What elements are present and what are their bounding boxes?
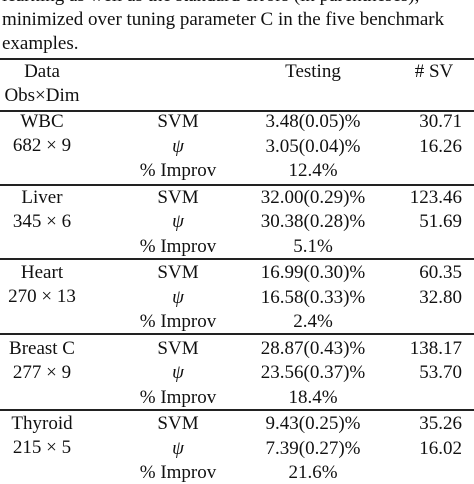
testing-cell: 7.39(0.27)% (265, 437, 361, 459)
testing-cell: 5.1% (293, 235, 333, 257)
method-cell: % Improv (139, 462, 217, 483)
method-cell: % Improv (139, 311, 217, 332)
table-rule (0, 333, 474, 335)
sv-cell: 138.17 (409, 337, 462, 359)
testing-cell: 12.4% (288, 160, 338, 181)
header-cell: Testing (285, 61, 341, 82)
caption-line: examples. (2, 33, 79, 54)
method-cell: SVM (157, 337, 199, 359)
sv-cell: 51.69 (419, 211, 462, 232)
dataset-dims: 345 × 6 (12, 210, 72, 232)
method-cell: SVM (157, 111, 199, 132)
header-cell: Data (24, 61, 60, 82)
testing-cell: 21.6% (288, 462, 338, 483)
testing-cell: 16.58(0.33)% (260, 286, 366, 308)
sv-cell: 16.26 (419, 135, 462, 157)
dataset-name: Heart (20, 262, 64, 283)
dataset-dims: 270 × 13 (8, 286, 76, 307)
table-rule (0, 409, 474, 411)
table-rule (0, 110, 474, 112)
table-rule (0, 58, 474, 60)
caption-line: learning as well as the standard errors … (2, 0, 419, 7)
method-cell: ψ (172, 286, 184, 308)
testing-cell: 3.48(0.05)% (265, 111, 361, 132)
table-rule (0, 258, 474, 260)
testing-cell: 18.4% (288, 386, 338, 408)
method-cell: ψ (172, 362, 184, 383)
sv-cell: 30.71 (419, 111, 462, 132)
testing-cell: 16.99(0.30)% (260, 262, 366, 283)
sv-cell: 32.80 (419, 286, 462, 308)
method-cell: % Improv (139, 386, 217, 408)
sv-cell: 35.26 (419, 413, 462, 434)
dataset-dims: 215 × 5 (12, 437, 72, 458)
testing-cell: 2.4% (293, 311, 333, 332)
method-cell: ψ (172, 135, 184, 157)
table-rule (0, 184, 474, 186)
header-cell: # SV (414, 61, 454, 82)
dataset-dims: 682 × 9 (12, 135, 72, 156)
dataset-name: WBC (20, 111, 64, 132)
sv-cell: 123.46 (409, 186, 462, 208)
testing-cell: 3.05(0.04)% (265, 135, 361, 157)
sv-cell: 53.70 (419, 362, 462, 383)
dataset-name: Breast C (9, 337, 75, 359)
testing-cell: 23.56(0.37)% (260, 362, 366, 383)
dataset-dims: 277 × 9 (12, 361, 72, 383)
method-cell: % Improv (139, 235, 217, 257)
sv-cell: 60.35 (419, 262, 462, 283)
testing-cell: 30.38(0.28)% (260, 211, 366, 232)
dataset-name: Liver (21, 186, 63, 208)
method-cell: SVM (157, 413, 199, 434)
method-cell: ψ (172, 437, 184, 459)
method-cell: % Improv (139, 160, 217, 181)
testing-cell: 9.43(0.25)% (265, 413, 361, 434)
testing-cell: 28.87(0.43)% (260, 337, 366, 359)
method-cell: SVM (157, 262, 199, 283)
sv-cell: 16.02 (419, 437, 462, 459)
method-cell: ψ (172, 211, 184, 232)
dataset-name: Thyroid (11, 413, 73, 434)
method-cell: SVM (157, 186, 199, 208)
caption-line: minimized over tuning parameter C in the… (2, 9, 445, 30)
testing-cell: 32.00(0.29)% (260, 186, 366, 208)
header-cell: Obs×Dim (4, 85, 80, 106)
